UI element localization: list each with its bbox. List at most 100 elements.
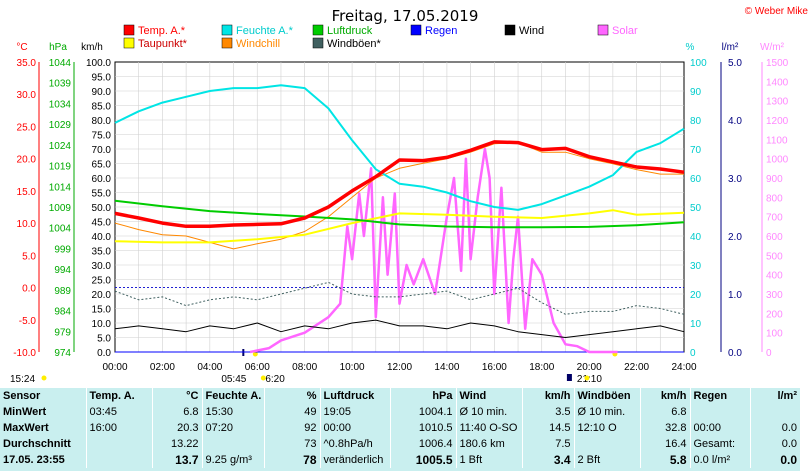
wind-tick-label: 100.0	[86, 58, 111, 69]
rain-axis-unit: l/m²	[722, 42, 739, 53]
legend-swatch	[123, 24, 135, 36]
stats-cell: 14.5	[521, 420, 574, 436]
wind-tick-label: 95.0	[92, 73, 112, 84]
stats-cell: 19:05	[319, 404, 390, 420]
stats-cell: 5.8	[639, 452, 690, 468]
pressure-tick-label: 1024	[49, 141, 72, 152]
humidity-tick-label: 20	[690, 290, 702, 301]
stats-cell	[85, 436, 152, 452]
sunset-label: 21:10	[577, 374, 602, 385]
stats-header-cell: Windböen	[573, 388, 640, 404]
legend-label: Luftdruck	[327, 25, 373, 37]
solar-tick-label: 300	[766, 290, 783, 301]
stats-cell: Gesamt:	[689, 436, 750, 452]
pressure-tick-label: 974	[54, 348, 71, 359]
time-tick-label: 06:00	[245, 362, 270, 373]
stats-cell: 92	[263, 420, 320, 436]
wind-tick-label: 90.0	[92, 87, 112, 98]
sunrise-icon	[260, 375, 266, 381]
humidity-tick-label: 80	[690, 116, 702, 127]
solar-tick-label: 600	[766, 232, 783, 243]
stats-header-cell: km/h	[639, 388, 690, 404]
sunrise-tail-label: 6:20	[265, 374, 285, 385]
rain-tick-label: 5.0	[728, 58, 742, 69]
legend-label: Temp. A.*	[138, 25, 186, 37]
solar-tick-label: 200	[766, 309, 783, 320]
pressure-tick-label: 1004	[49, 224, 72, 235]
wind-tick-label: 70.0	[92, 145, 112, 156]
temp-tick-label: 15.0	[17, 187, 37, 198]
legend-swatch	[221, 24, 233, 36]
stats-cell: 0.0	[749, 452, 800, 468]
humidity-tick-label: 100	[690, 58, 707, 69]
stats-cell: 00:00	[689, 420, 750, 436]
wind-tick-label: 80.0	[92, 116, 112, 127]
chart-title: Freitag, 17.05.2019	[332, 7, 479, 25]
rain-tick-label: 1.0	[728, 290, 742, 301]
humidity-tick-label: 60	[690, 174, 702, 185]
pressure-tick-label: 989	[54, 286, 71, 297]
solar-tick-label: 1100	[766, 135, 788, 146]
wind-tick-label: 55.0	[92, 189, 112, 200]
stats-cell: Durchschnitt	[3, 438, 71, 450]
solar-tick-label: 400	[766, 271, 783, 282]
credit-text: © Weber Mike	[745, 6, 809, 17]
stats-header-cell: Luftdruck	[319, 388, 390, 404]
stats-cell	[689, 404, 750, 420]
temp-tick-label: -10.0	[13, 348, 36, 359]
solar-tick-label: 700	[766, 213, 783, 224]
temp-tick-label: 30.0	[17, 90, 37, 101]
stats-cell: 15:30	[201, 404, 264, 420]
time-tick-label: 00:00	[102, 362, 127, 373]
stats-cell: 0.0	[749, 420, 800, 436]
pressure-tick-label: 1029	[49, 120, 72, 131]
wind-tick-label: 0.0	[97, 348, 111, 359]
stats-cell: veränderlich	[319, 452, 390, 468]
stats-cell: 00:00	[319, 420, 390, 436]
stats-cell	[749, 404, 800, 420]
left-time-label: 15:24	[10, 374, 35, 385]
stats-cell: 1005.5	[389, 452, 456, 468]
time-tick-label: 16:00	[482, 362, 507, 373]
sunset-icon	[566, 374, 572, 381]
solar-tick-label: 0	[766, 348, 772, 359]
wind-tick-label: 35.0	[92, 247, 112, 258]
solar-tick-label: 500	[766, 251, 783, 262]
wind-tick-label: 20.0	[92, 290, 112, 301]
stats-cell: 03:45	[85, 404, 152, 420]
series-line-temp-a	[114, 140, 685, 229]
legend-label: Windchill	[236, 38, 280, 50]
stats-cell: 3.4	[521, 452, 574, 468]
stats-cell: 1006.4	[389, 436, 456, 452]
solar-tick-label: 900	[766, 174, 783, 185]
stats-table: Sensor Temp. A. °C Feuchte A.% Luftdruck hPa W…	[0, 388, 800, 471]
legend-swatch	[221, 37, 233, 49]
solar-tick-label: 1000	[766, 155, 789, 166]
legend-label: Regen	[425, 25, 457, 37]
time-tick-label: 20:00	[577, 362, 602, 373]
legend-swatch	[597, 24, 609, 36]
legend-swatch	[504, 24, 516, 36]
stats-row: MinWert 03:45 6.8 15:30 49 19:05 1004.1 Ø 10 mi…	[0, 404, 800, 420]
temp-tick-label: 5.0	[22, 251, 36, 262]
sunset-sun	[584, 375, 590, 381]
stats-cell	[85, 452, 152, 468]
stats-header-row: Sensor Temp. A. °C Feuchte A.% Luftdruck hPa W…	[0, 388, 800, 404]
wind-tick-label: 10.0	[92, 319, 112, 330]
series-line-taupunkt	[114, 209, 685, 244]
pressure-tick-label: 1039	[49, 79, 72, 90]
stats-cell: ^0.8hPa/h	[319, 436, 390, 452]
humidity-tick-label: 90	[690, 87, 702, 98]
sunrise-label: 05:45	[221, 374, 246, 385]
stats-header-cell: %	[263, 388, 320, 404]
stats-cell: 16:00	[85, 420, 152, 436]
rain-tick-label: 4.0	[728, 116, 742, 127]
wind-tick-label: 50.0	[92, 203, 112, 214]
humidity-tick-label: 40	[690, 232, 702, 243]
stats-header-cell: Temp. A.	[85, 388, 152, 404]
stats-header-cell: °C	[151, 388, 202, 404]
stats-header-cell: l/m²	[749, 388, 800, 404]
stats-row: 17.05. 23:55 13.7 9.25 g/m³ 78 veränderlich 1…	[0, 452, 800, 468]
stats-cell: 20.3	[151, 420, 202, 436]
time-tick-label: 22:00	[624, 362, 649, 373]
